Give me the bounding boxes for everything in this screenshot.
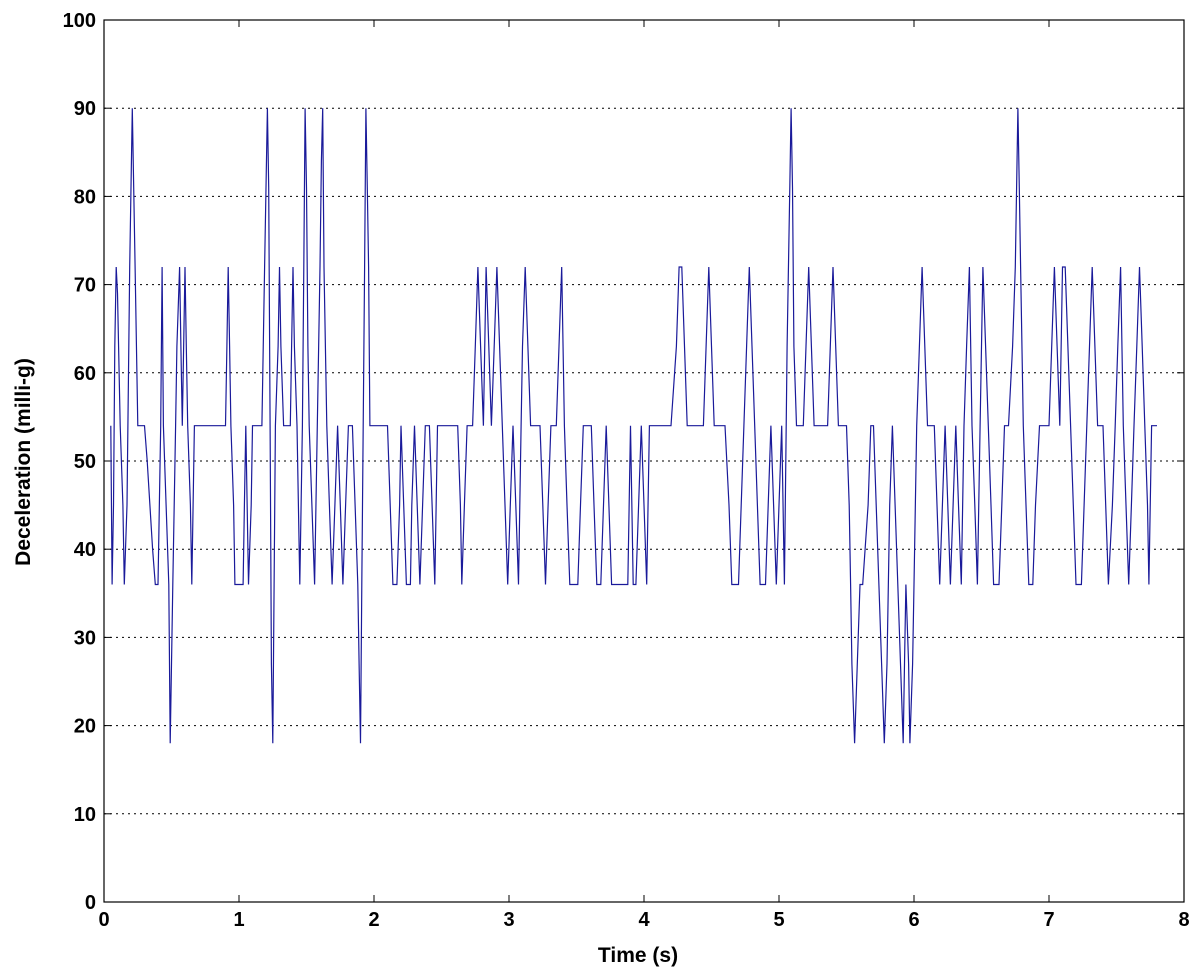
x-tick-label: 4 [638, 909, 650, 931]
x-tick-label: 2 [368, 909, 379, 931]
y-tick-label: 60 [74, 363, 96, 385]
y-tick-label: 30 [74, 627, 96, 649]
y-tick-label: 40 [74, 539, 96, 561]
x-tick-label: 8 [1178, 909, 1189, 931]
x-tick-label: 6 [908, 909, 919, 931]
y-tick-label: 70 [74, 275, 96, 297]
x-tick-label: 5 [773, 909, 784, 931]
y-tick-label: 20 [74, 716, 96, 738]
x-axis-label: Time (s) [598, 944, 678, 967]
grid-lines [104, 107, 1184, 815]
y-tick-label: 50 [74, 451, 96, 473]
deceleration-series-line [110, 108, 1157, 744]
y-tick-label: 100 [63, 10, 96, 32]
x-tick-label: 3 [503, 909, 514, 931]
x-tick-label: 0 [98, 909, 109, 931]
x-tick-label: 7 [1043, 909, 1054, 931]
y-tick-label: 10 [74, 804, 96, 826]
y-tick-label: 80 [74, 186, 96, 208]
axis-ticks: 0 10 20 30 40 50 60 70 80 90 100 0 1 2 3 4 5 6 7 8 [63, 10, 1190, 931]
y-tick-label: 90 [74, 98, 96, 120]
y-tick-label: 0 [85, 892, 96, 914]
x-tick-label: 1 [233, 909, 244, 931]
y-axis-label: Deceleration (milli-g) [12, 358, 35, 566]
